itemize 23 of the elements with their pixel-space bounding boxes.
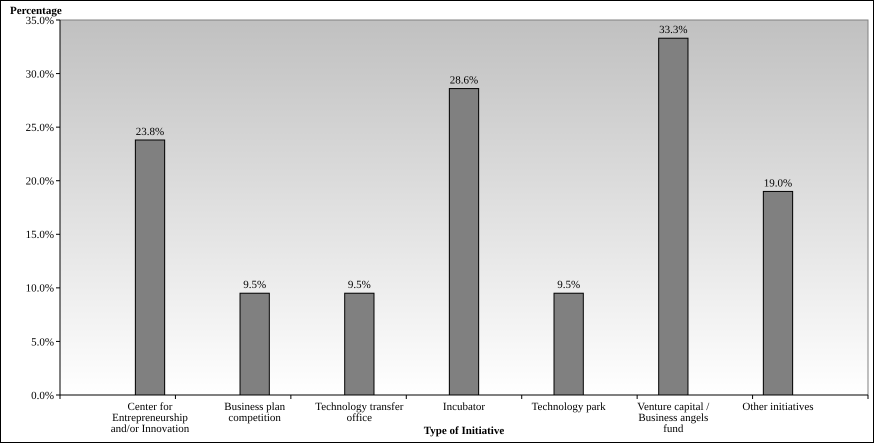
y-tick-label: 30.0% — [26, 68, 54, 80]
x-axis-title: Type of Initiative — [424, 425, 504, 437]
x-tick-label: Business plan competition — [224, 401, 286, 424]
data-label: 23.8% — [136, 126, 164, 138]
y-tick-label: 5.0% — [31, 336, 54, 348]
y-tick-label: 20.0% — [26, 176, 54, 188]
data-label: 9.5% — [348, 279, 371, 292]
data-label: 28.6% — [450, 74, 478, 87]
y-tick-label: 15.0% — [26, 229, 54, 242]
y-tick-label: 0.0% — [31, 390, 54, 402]
y-axis-title: Percentage — [10, 5, 62, 17]
data-label: 9.5% — [243, 279, 266, 292]
data-label: 33.3% — [659, 24, 688, 36]
y-tick-label: 10.0% — [26, 282, 54, 295]
x-tick-label: Technology transfer office — [315, 401, 404, 424]
data-label: 9.5% — [557, 279, 580, 292]
y-tick-label: 25.0% — [26, 122, 54, 134]
x-tick-label: Venture capital / Business angels fund — [637, 401, 710, 435]
x-tick-label: Incubator — [442, 401, 486, 413]
x-tick-label: Technology park — [532, 401, 606, 413]
data-label: 19.0% — [764, 177, 792, 190]
x-tick-label: Other initiatives — [742, 401, 814, 413]
x-tick-label: Center for Entrepreneurship and/or Innovation — [110, 401, 190, 435]
